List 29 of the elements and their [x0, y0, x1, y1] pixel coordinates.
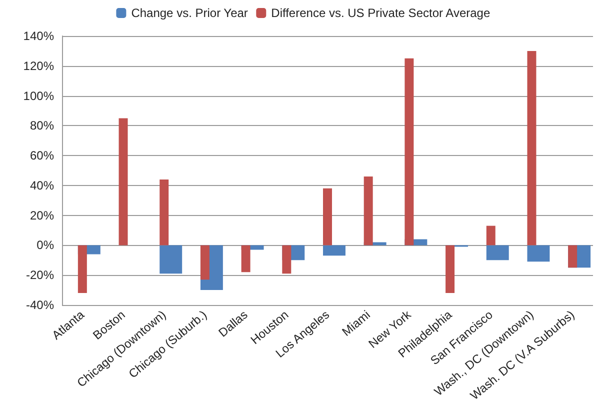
bar	[241, 245, 250, 272]
y-tick-label: 100%	[23, 88, 54, 103]
bar	[446, 245, 455, 294]
bar	[404, 58, 414, 246]
y-tick-label: -40%	[26, 298, 54, 312]
legend-label: Change vs. Prior Year	[131, 6, 248, 20]
y-tick-label: -20%	[26, 268, 54, 282]
bar	[568, 245, 578, 268]
bar	[527, 50, 536, 246]
bar	[364, 176, 373, 246]
bar	[323, 245, 346, 256]
y-tick-label: 0%	[36, 238, 54, 252]
legend-label: Difference vs. US Private Sector Average	[271, 6, 490, 20]
bar	[118, 118, 128, 246]
bar	[282, 245, 292, 274]
bar	[486, 226, 496, 246]
y-tick-label: 80%	[30, 118, 54, 133]
y-tick-label: 40%	[30, 178, 54, 192]
y-tick-label: 120%	[23, 58, 54, 73]
y-tick-label: 60%	[30, 148, 54, 163]
bar	[486, 245, 509, 260]
y-tick-label: 140%	[23, 29, 54, 43]
bar	[323, 188, 332, 246]
bar	[160, 179, 169, 246]
bar	[78, 245, 87, 294]
y-tick-label: 20%	[30, 208, 54, 222]
bar	[527, 245, 550, 262]
bar	[160, 245, 182, 274]
bar	[200, 245, 210, 280]
